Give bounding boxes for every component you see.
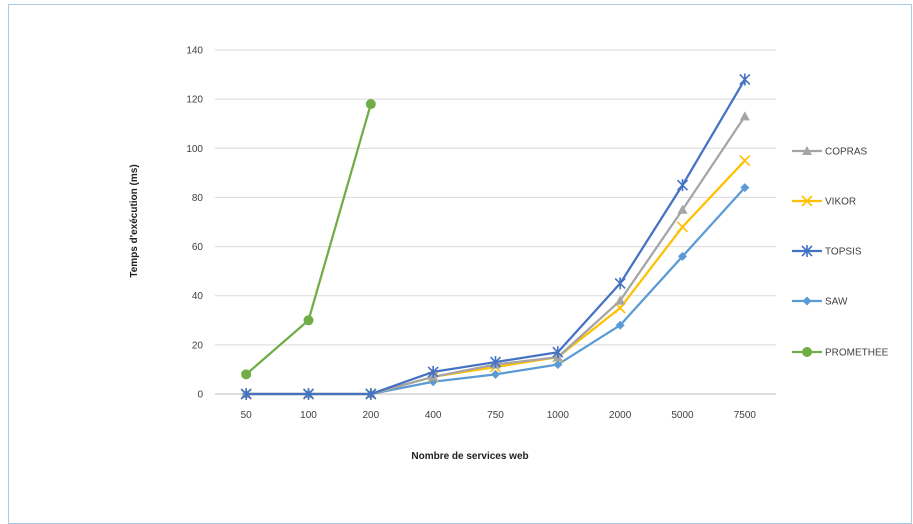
data-point — [676, 221, 689, 233]
x-tick-label: 750 — [487, 410, 504, 421]
legend-item-promethee: PROMETHEE — [792, 347, 889, 359]
y-tick-label: 60 — [192, 242, 204, 253]
legend-label: TOPSIS — [825, 247, 862, 258]
data-point — [240, 388, 252, 400]
y-tick-label: 120 — [186, 95, 203, 106]
data-point — [489, 356, 502, 369]
legend-label: VIKOR — [825, 197, 856, 208]
data-point — [553, 360, 563, 370]
series-promethee — [241, 99, 376, 380]
data-point — [491, 369, 500, 379]
data-point — [739, 155, 751, 167]
series-line — [246, 115, 746, 396]
legend-label: COPRAS — [825, 147, 868, 158]
y-tick-label: 80 — [192, 193, 204, 204]
x-tick-label: 7500 — [734, 410, 757, 421]
data-point — [801, 195, 813, 207]
y-tick-label: 100 — [186, 144, 203, 155]
data-point — [678, 251, 687, 261]
y-axis-title: Temps d'exécution (ms) — [129, 164, 140, 277]
legend-label: SAW — [825, 297, 848, 308]
x-tick-label: 400 — [425, 410, 442, 421]
data-point — [302, 388, 315, 400]
data-point — [241, 369, 252, 380]
series-topsis — [240, 73, 751, 400]
y-tick-labels: 0 20 40 60 80 100 120 140 — [186, 46, 203, 401]
series-lines — [240, 73, 751, 400]
data-point — [802, 146, 812, 155]
x-tick-label: 1000 — [547, 410, 570, 421]
data-point — [552, 346, 564, 359]
x-tick-label: 200 — [362, 410, 379, 421]
data-point — [615, 320, 625, 330]
gridlines — [215, 49, 776, 395]
legend-item-vikor: VIKOR — [792, 195, 856, 208]
x-tick-label: 2000 — [609, 410, 632, 421]
data-point — [614, 277, 626, 290]
y-tick-label: 40 — [192, 291, 204, 302]
data-point — [801, 245, 813, 257]
data-point — [677, 204, 688, 214]
series-line — [245, 103, 372, 376]
series-copras — [241, 111, 750, 398]
data-point — [303, 315, 314, 326]
y-tick-label: 0 — [197, 390, 203, 401]
data-point — [739, 73, 751, 86]
x-axis-title: Nombre de services web — [411, 451, 528, 462]
legend-item-copras: COPRAS — [792, 146, 868, 158]
legend-item-topsis: TOPSIS — [792, 245, 862, 258]
data-point — [427, 365, 439, 378]
x-tick-labels: 50 100 200 400 750 1000 2000 5000 7500 — [241, 410, 757, 421]
data-point — [365, 388, 377, 400]
data-point — [740, 183, 750, 193]
data-point — [802, 296, 812, 306]
data-point — [615, 295, 626, 305]
legend-item-saw: SAW — [792, 296, 848, 308]
x-tick-label: 5000 — [671, 410, 694, 421]
series-line — [246, 78, 746, 396]
line-chart: 0 20 40 60 80 100 120 140 50 100 200 400 750 1000 200… — [129, 46, 889, 463]
legend-label: PROMETHEE — [825, 348, 889, 359]
y-tick-label: 140 — [186, 46, 203, 57]
x-tick-label: 100 — [300, 410, 317, 421]
x-tick-label: 50 — [241, 410, 253, 421]
data-point — [676, 179, 689, 192]
data-point — [739, 111, 750, 121]
legend: COPRAS VIKOR TOPSIS SAW PROMETHEE — [792, 146, 889, 359]
y-tick-label: 20 — [192, 340, 204, 351]
data-point — [365, 99, 376, 110]
data-point — [802, 347, 812, 357]
